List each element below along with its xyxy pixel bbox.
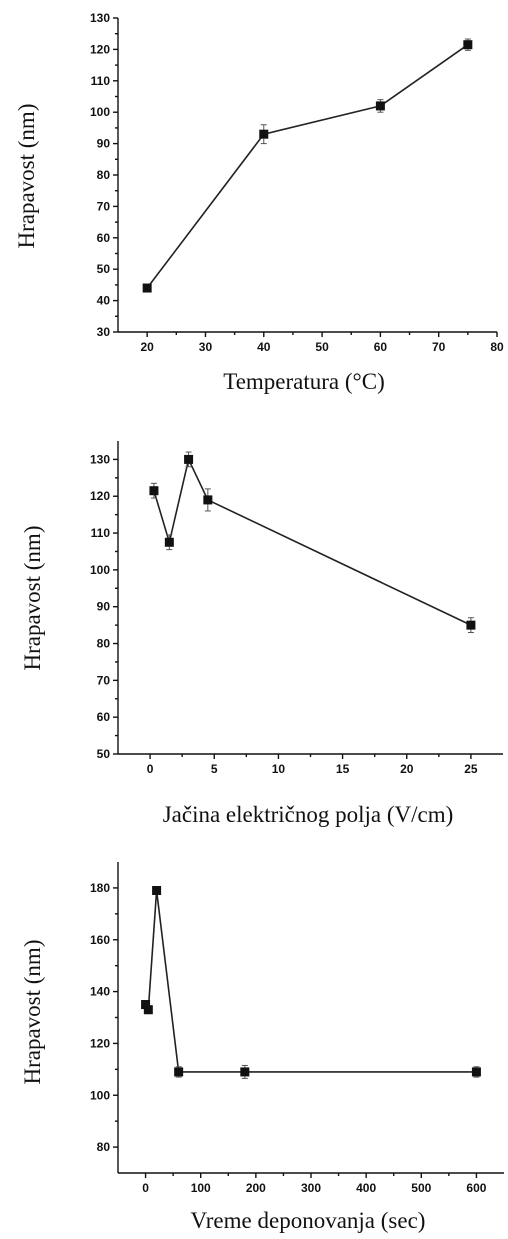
- y-tick-label: 40: [97, 294, 111, 308]
- chart-temperatura: Temperatura (°C) Hrapavost (nm) 30 40 50 60…: [14, 11, 504, 394]
- x-tick-label: 400: [356, 1181, 376, 1195]
- x-tick-label: 300: [301, 1181, 321, 1195]
- data-point: [152, 886, 162, 896]
- data-point: [184, 454, 194, 464]
- x-axis-title: Temperatura (°C): [223, 369, 384, 394]
- y-tick-label: 100: [90, 1088, 110, 1102]
- data-point: [466, 620, 476, 630]
- x-axis-title: Jačina električnog polja (V/cm): [163, 802, 454, 827]
- x-tick-label: 200: [246, 1181, 266, 1195]
- y-tick-label: 120: [90, 489, 110, 503]
- data-point: [259, 129, 269, 139]
- chart-jacina-polja: Jačina električnog polja (V/cm) Hrapavos…: [20, 441, 503, 827]
- x-tick-label: 50: [315, 340, 329, 354]
- y-tick-label: 80: [97, 1140, 111, 1154]
- data-point: [164, 537, 174, 547]
- chart-vreme-deponovanja: Vreme deponovanja (sec) Hrapavost (nm) 8…: [20, 862, 504, 1233]
- series-line: [144, 890, 477, 1073]
- x-tick-label: 40: [257, 340, 271, 354]
- x-tick-label: 0: [142, 1181, 149, 1195]
- y-tick-label: 130: [90, 452, 110, 466]
- y-tick-label: 60: [97, 710, 111, 724]
- x-tick-label: 0: [147, 762, 154, 776]
- x-tick-label: 600: [466, 1181, 486, 1195]
- y-tick-label: 80: [97, 168, 111, 182]
- y-tick-label: 130: [90, 11, 110, 25]
- x-tick-label: 20: [400, 762, 414, 776]
- x-axis-title: Vreme deponovanja (sec): [191, 1208, 426, 1233]
- y-tick-label: 30: [97, 325, 111, 339]
- y-tick-label: 90: [97, 137, 111, 151]
- y-tick-label: 120: [90, 1036, 110, 1050]
- y-tick-label: 100: [90, 563, 110, 577]
- data-point: [174, 1067, 184, 1077]
- x-tick-label: 20: [140, 340, 154, 354]
- data-point: [375, 101, 385, 111]
- y-tick-label: 160: [90, 933, 110, 947]
- series-line: [153, 456, 472, 626]
- y-tick-label: 110: [91, 526, 111, 540]
- y-tick-label: 180: [90, 881, 110, 895]
- y-tick-label: 140: [90, 985, 110, 999]
- series-line: [146, 44, 469, 289]
- x-tick-label: 25: [464, 762, 478, 776]
- y-tick-label: 60: [97, 231, 111, 245]
- data-point: [463, 40, 473, 50]
- x-tick-label: 30: [199, 340, 213, 354]
- y-tick-label: 100: [90, 105, 110, 119]
- y-tick-label: 70: [97, 673, 111, 687]
- data-point: [142, 283, 152, 293]
- data-point: [203, 495, 213, 505]
- y-tick-label: 50: [97, 747, 111, 761]
- x-tick-label: 70: [432, 340, 446, 354]
- data-point: [240, 1067, 250, 1077]
- y-axis-title: Hrapavost (nm): [14, 104, 39, 249]
- x-tick-label: 10: [272, 762, 286, 776]
- y-tick-label: 70: [97, 199, 111, 213]
- data-point: [471, 1067, 481, 1077]
- y-axis-title: Hrapavost (nm): [20, 940, 45, 1085]
- x-tick-label: 100: [191, 1181, 211, 1195]
- x-tick-label: 60: [374, 340, 388, 354]
- x-tick-label: 500: [411, 1181, 431, 1195]
- y-tick-label: 80: [97, 637, 111, 651]
- y-tick-label: 120: [90, 42, 110, 56]
- y-tick-label: 90: [97, 600, 111, 614]
- x-tick-label: 15: [336, 762, 350, 776]
- x-tick-label: 5: [211, 762, 218, 776]
- data-point: [141, 1000, 151, 1010]
- data-point: [149, 486, 159, 496]
- y-tick-label: 110: [91, 74, 111, 88]
- data-point: [143, 1005, 153, 1015]
- y-axis-title: Hrapavost (nm): [20, 526, 45, 671]
- y-tick-label: 50: [97, 262, 111, 276]
- x-tick-label: 80: [490, 340, 504, 354]
